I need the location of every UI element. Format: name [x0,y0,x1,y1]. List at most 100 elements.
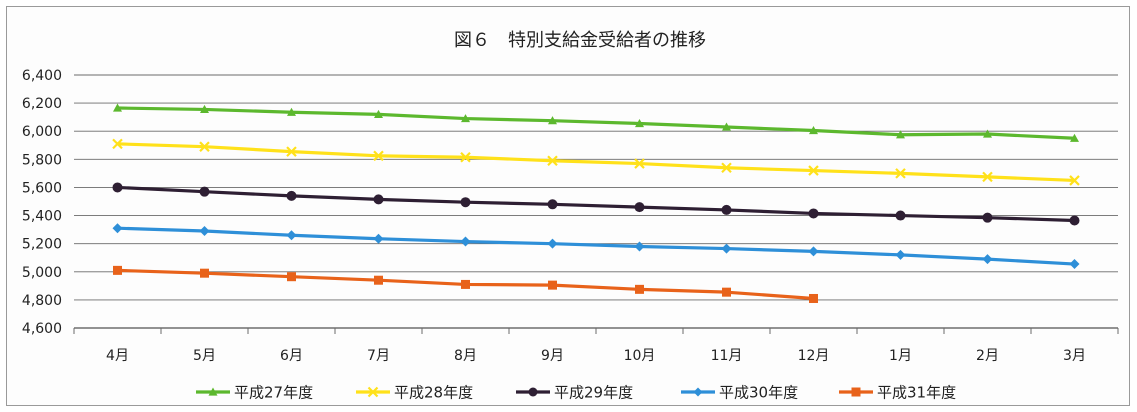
x-tick-label: 6月 [280,348,303,364]
y-tick-label: 6,200 [22,96,62,112]
gridlines [74,74,1118,329]
series-layer [112,103,1080,303]
data-point [460,236,471,247]
legend-item: 平成29年度 [516,384,633,402]
data-point [460,151,471,163]
data-point [199,141,210,152]
data-point [982,212,993,223]
data-point [635,284,644,294]
data-point [808,208,819,219]
x-tick-label: 1月 [889,348,912,364]
data-point [1069,215,1080,226]
data-point [896,130,905,139]
legend-label: 平成28年度 [394,384,473,402]
series [112,182,1080,226]
y-tick-label: 5,600 [22,180,62,196]
y-tick-label: 5,000 [22,265,62,281]
data-point [547,238,558,249]
data-point [635,118,644,128]
data-point [113,103,122,112]
data-point [286,190,297,201]
series [113,103,1079,142]
data-point [286,146,297,157]
legend-marker [693,387,703,397]
legend-marker [208,387,218,396]
x-tick-label: 9月 [541,348,564,364]
series [112,223,1080,270]
data-point [895,249,906,260]
data-point [112,223,123,234]
legend-label: 平成27年度 [234,384,313,402]
data-point [722,287,731,297]
data-point [547,199,558,210]
series-line [117,142,1075,183]
data-point [722,122,731,131]
data-point [1069,175,1080,186]
chart-title: 図６ 特別支給金受給者の推移 [454,30,706,51]
data-point [373,150,384,162]
data-point [200,104,209,114]
series-line [117,185,1075,223]
y-tick-label: 5,200 [22,237,62,253]
data-point [982,254,993,265]
data-point [895,210,906,221]
data-point [721,204,732,215]
data-point [199,226,210,237]
data-point [1069,259,1080,270]
legend-label: 平成30年度 [719,384,798,402]
x-axis: 4月 5月 6月 7月 8月 9月 10月 11月 12月 1月 2月 3月 [73,327,1119,364]
data-point [373,194,384,205]
data-point [721,162,732,174]
x-tick-label: 12月 [798,348,830,364]
data-point [634,241,645,252]
data-point [809,293,818,303]
y-tick-label: 4,800 [22,293,62,309]
data-point [808,246,819,257]
data-point [113,265,122,275]
legend-item: 平成27年度 [196,384,313,402]
data-point [460,197,471,208]
legend-marker [851,387,861,397]
data-point [895,168,906,179]
data-point [547,155,558,167]
y-tick-label: 5,800 [22,152,62,168]
data-point [548,280,557,290]
data-point [548,116,557,125]
data-point [373,233,384,244]
series-line [117,226,1075,266]
x-tick-label: 2月 [976,348,999,364]
data-point [634,202,645,213]
legend-label: 平成31年度 [877,384,956,402]
data-point [461,114,470,123]
legend-item: 平成31年度 [839,384,956,402]
data-point [983,129,992,138]
legend-label: 平成29年度 [554,384,633,402]
data-point [112,138,123,150]
y-tick-label: 4,600 [22,321,62,337]
data-point [461,279,470,289]
y-tick-label: 5,400 [22,209,62,225]
data-point [1070,133,1079,142]
y-tick-label: 6,400 [22,68,62,84]
x-tick-label: 3月 [1063,348,1086,364]
legend-marker [528,387,538,397]
x-tick-label: 4月 [106,348,129,364]
x-tick-label: 10月 [624,348,656,364]
series-line [117,106,1075,140]
data-point [200,268,209,278]
series [113,265,818,303]
data-point [199,186,210,197]
data-point [112,182,123,193]
x-tick-label: 11月 [711,348,743,364]
legend-item: 平成28年度 [356,384,473,402]
legend-marker [367,386,379,398]
x-tick-label: 5月 [193,348,216,364]
y-tick-label: 6,000 [22,124,62,140]
data-point [721,243,732,254]
y-axis: 4,600 4,800 5,000 5,200 5,400 5,600 5,800 6,000… [22,68,62,337]
x-tick-label: 7月 [367,348,390,364]
data-point [808,165,819,176]
data-point [374,275,383,285]
data-point [286,230,297,241]
